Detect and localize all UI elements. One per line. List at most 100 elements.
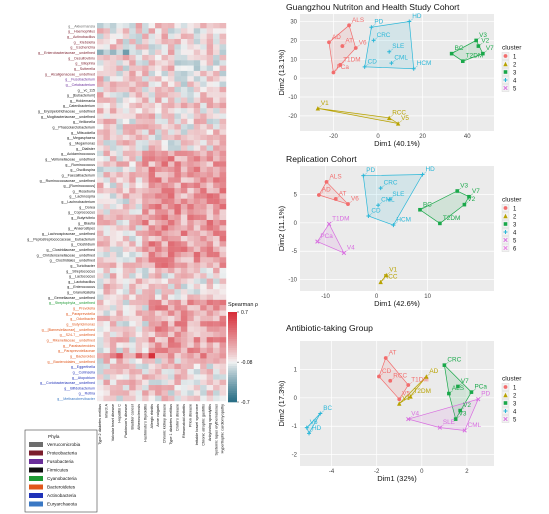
heatmap-cell: [187, 395, 194, 402]
heatmap-cell: [109, 379, 117, 386]
heatmap-row-label: g__Atopobium: [72, 376, 95, 380]
heatmap-cell: [193, 273, 201, 279]
heatmap-cell: [174, 257, 182, 263]
heatmap-cell: [161, 235, 169, 242]
heatmap-cell: [219, 267, 227, 274]
heatmap-cell: [174, 188, 182, 194]
heatmap-cell: [174, 124, 182, 130]
heatmap-cell: [103, 230, 111, 237]
cluster-hull: [399, 376, 427, 404]
heatmap-cell: [193, 177, 201, 183]
heatmap-cell: [103, 193, 111, 199]
heatmap-cell: [167, 310, 175, 317]
cluster-legend-label: 6: [513, 247, 517, 253]
heatmap-cell: [148, 385, 156, 391]
heatmap-cell: [135, 273, 143, 279]
heatmap-cell: [174, 108, 182, 114]
heatmap-cell: [103, 76, 111, 82]
cluster-point: [456, 384, 460, 389]
phylum-name: Euryarchaeota: [47, 502, 77, 507]
heatmap-cell: [103, 214, 111, 221]
heatmap-cell: [148, 23, 156, 29]
heatmap-cell: [103, 347, 111, 354]
heatmap-cell: [206, 129, 214, 135]
color-scale-step: [228, 354, 237, 358]
heatmap-cell: [200, 92, 207, 98]
heatmap-cell: [200, 86, 207, 93]
heatmap-cell: [142, 177, 149, 183]
heatmap-cell: [122, 76, 130, 82]
x-tick-label: 40: [464, 134, 471, 140]
heatmap-column-label: Hypertrophic cardiomyopathy: [221, 404, 225, 453]
heatmap-cell: [174, 278, 182, 285]
point-label: T1DM: [343, 56, 360, 63]
heatmap-row-label: g__Rikenellaceae__undefined: [47, 338, 95, 342]
heatmap-cell: [148, 235, 156, 242]
heatmap-cell: [148, 129, 156, 135]
heatmap-row-label: g__Prevotella: [73, 307, 95, 311]
heatmap-cell: [142, 28, 149, 34]
heatmap-cell: [122, 150, 130, 157]
heatmap-cell: [135, 156, 143, 162]
heatmap-cell: [200, 129, 207, 135]
heatmap-cell: [213, 81, 220, 88]
heatmap-cell: [180, 353, 188, 359]
point-label: V3: [479, 32, 487, 39]
heatmap-cell: [167, 289, 175, 295]
heatmap-cell: [103, 246, 111, 253]
heatmap-column-label: Irritable bowel syndrome: [195, 404, 199, 445]
heatmap-cell: [219, 60, 227, 66]
heatmap-cell: [116, 166, 123, 173]
heatmap-cell: [200, 81, 207, 88]
heatmap-cell: [122, 156, 130, 162]
heatmap-row-label: g__Turicibacter: [70, 264, 95, 268]
heatmap-cell: [135, 124, 143, 130]
heatmap-cell: [103, 374, 111, 380]
heatmap-cell: [155, 193, 162, 199]
heatmap-column-label: Ankylosing spondylitis: [208, 404, 212, 441]
heatmap-cell: [180, 385, 188, 391]
y-tick-label: 0: [294, 221, 298, 227]
heatmap-cell: [142, 209, 149, 215]
heatmap-row-label: g__Acidaminococcus: [61, 152, 95, 156]
heatmap-cell: [213, 310, 220, 317]
heatmap-cell: [97, 363, 104, 370]
heatmap-cell: [187, 310, 194, 317]
heatmap-cell: [167, 385, 175, 391]
heatmap-cell: [97, 235, 104, 242]
heatmap-cell: [103, 70, 111, 77]
heatmap-cell: [180, 299, 188, 306]
cluster-point: [503, 70, 508, 74]
heatmap-cell: [142, 369, 149, 375]
heatmap-cell: [142, 86, 149, 93]
heatmap-cell: [193, 283, 201, 290]
heatmap-cell: [161, 262, 169, 269]
heatmap-cell: [206, 321, 214, 327]
heatmap-cell: [148, 28, 156, 34]
color-scale-step: [228, 357, 237, 360]
cluster-legend-title: cluster: [502, 45, 522, 52]
cluster-point: [347, 23, 351, 28]
heatmap-cell: [148, 44, 156, 50]
heatmap-cell: [187, 188, 194, 194]
heatmap-cell: [109, 209, 117, 215]
heatmap-cell: [161, 204, 169, 210]
heatmap-cell: [180, 33, 188, 40]
heatmap-cell: [135, 145, 143, 151]
heatmap-cell: [97, 81, 104, 88]
heatmap-cell: [219, 49, 227, 56]
heatmap-cell: [193, 385, 201, 391]
heatmap-cell: [206, 44, 214, 50]
heatmap-cell: [206, 246, 214, 253]
heatmap-cell: [200, 251, 207, 258]
heatmap-cell: [174, 310, 182, 317]
cluster-point: [383, 356, 388, 360]
heatmap-cell: [116, 60, 123, 66]
heatmap-cell: [213, 118, 220, 125]
heatmap-cell: [174, 70, 182, 77]
heatmap-cell: [206, 161, 214, 167]
heatmap-cell: [167, 150, 175, 157]
heatmap-cell: [109, 321, 117, 327]
heatmap-cell: [219, 193, 227, 199]
heatmap-row-label: g__Ruminococcus: [65, 163, 95, 167]
